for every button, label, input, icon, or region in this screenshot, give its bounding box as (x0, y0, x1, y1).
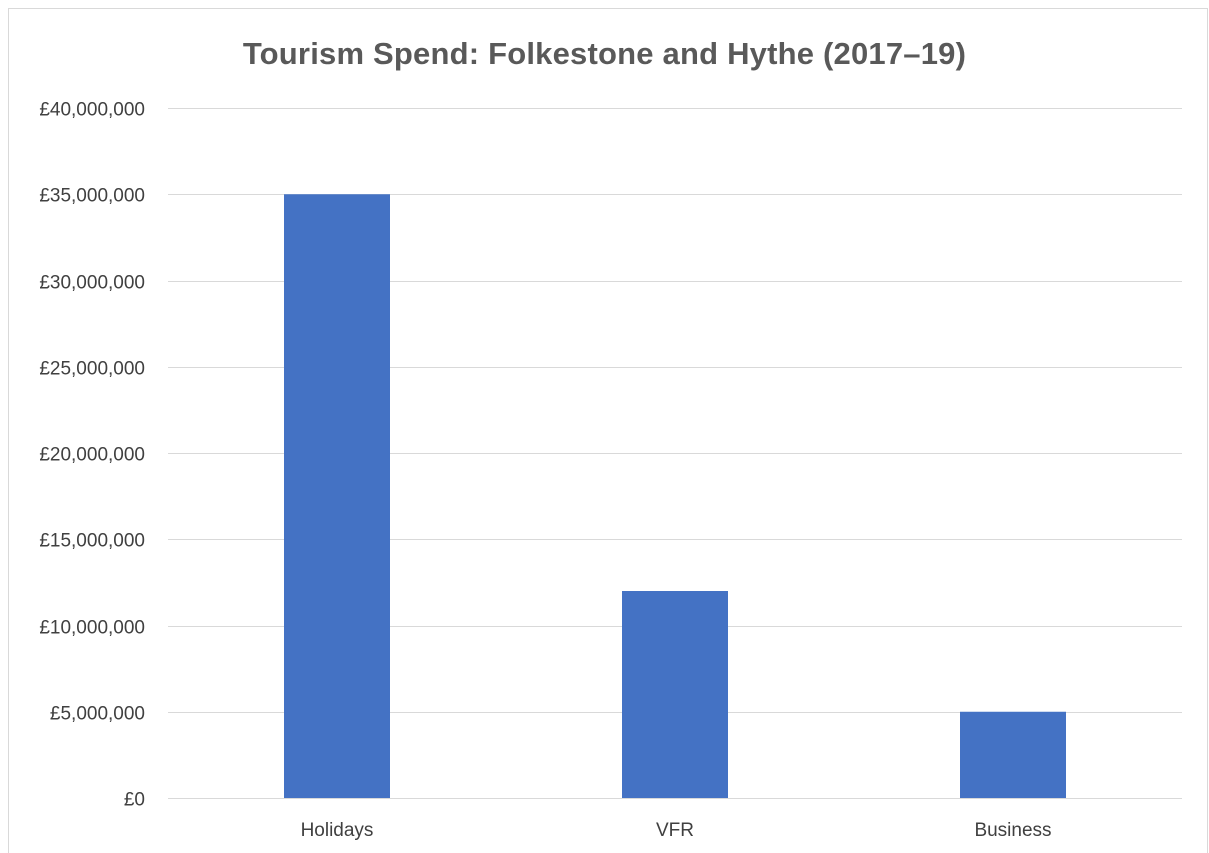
bar-holidays (284, 194, 390, 798)
x-tick-label: Business (974, 820, 1051, 841)
y-tick-label: £20,000,000 (39, 445, 145, 466)
y-tick-label: £35,000,000 (39, 186, 145, 207)
y-tick-label: £10,000,000 (39, 618, 145, 639)
bar-business (960, 711, 1066, 798)
chart-title: Tourism Spend: Folkestone and Hythe (201… (242, 36, 967, 71)
bar-vfr (622, 591, 728, 798)
y-tick-label: £40,000,000 (39, 100, 145, 121)
y-tick-label: £30,000,000 (39, 273, 145, 294)
x-tick-label: Holidays (301, 820, 374, 841)
y-tick-label: £15,000,000 (39, 531, 145, 552)
x-tick-label: VFR (656, 820, 694, 841)
x-axis-tick-labels: Holidays VFR Business (301, 820, 1052, 841)
y-tick-label: £5,000,000 (50, 704, 145, 725)
y-tick-label: £25,000,000 (39, 359, 145, 380)
y-axis-tick-labels: £0 £5,000,000 £10,000,000 £15,000,000 £20,00… (39, 100, 145, 811)
bars (284, 194, 1066, 798)
y-tick-label: £0 (124, 790, 145, 811)
